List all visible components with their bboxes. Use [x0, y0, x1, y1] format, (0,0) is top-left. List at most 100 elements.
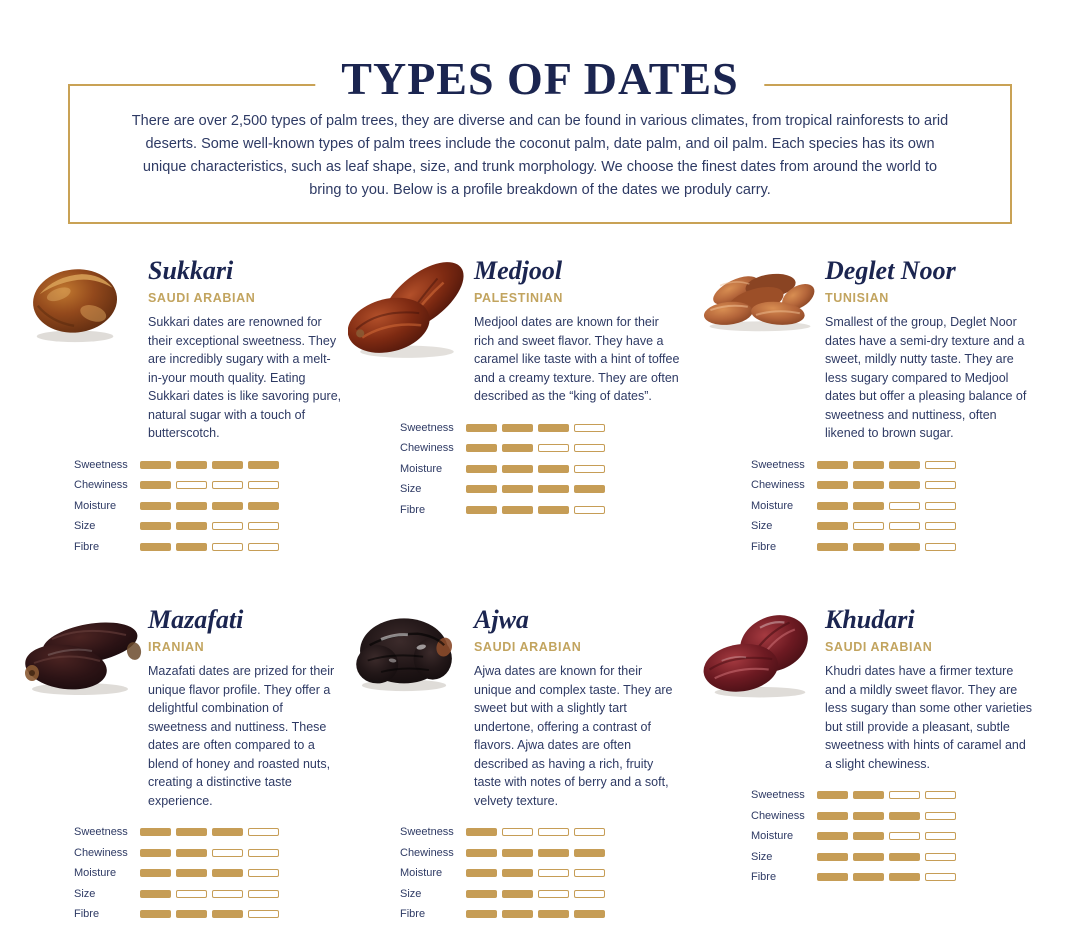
rating-segment-empty — [248, 869, 279, 877]
rating-label: Moisture — [74, 499, 117, 512]
rating-segment-empty — [925, 542, 956, 551]
date-name: Sukkari — [148, 256, 234, 285]
date-card-text: Khudari SAUDI ARABIAN Khudri dates have … — [821, 597, 1033, 773]
rating-segment-filled — [502, 848, 533, 857]
rating-segment-empty — [574, 464, 605, 473]
rating-segment-empty — [538, 889, 569, 898]
rating-row: Fibre — [74, 908, 342, 920]
rating-segment-filled — [817, 852, 848, 861]
intro-paragraph: There are over 2,500 types of palm trees… — [131, 113, 949, 198]
rating-segment-filled — [538, 848, 569, 857]
rating-segment-filled — [817, 811, 848, 820]
rating-bar-group — [817, 522, 956, 530]
rating-segment-filled — [466, 828, 497, 836]
rating-segment-empty — [248, 828, 279, 836]
date-description: Ajwa dates are known for their unique an… — [474, 664, 673, 808]
date-origin: SAUDI ARABIAN — [825, 640, 933, 654]
rating-bar-group — [140, 889, 279, 898]
rating-bar-group — [817, 832, 956, 840]
rating-segment-filled — [889, 481, 920, 489]
rating-segment-filled — [538, 464, 569, 473]
date-photo — [22, 597, 144, 697]
rating-segment-filled — [176, 542, 207, 551]
rating-segment-filled — [817, 873, 848, 881]
rating-segment-filled — [212, 910, 243, 918]
rating-label: Size — [400, 887, 422, 900]
rating-segment-empty — [248, 522, 279, 530]
date-photo — [348, 597, 470, 693]
rating-segment-empty — [248, 542, 279, 551]
rating-segment-empty — [212, 889, 243, 898]
rating-segment-empty — [212, 848, 243, 857]
rating-row: Sweetness — [400, 826, 693, 838]
date-name: Mazafati — [148, 605, 244, 634]
sukkari-date-image — [33, 269, 118, 343]
rating-bar-group — [817, 501, 956, 510]
rating-bar-group — [140, 910, 279, 918]
rating-label: Fibre — [751, 871, 777, 883]
rating-segment-filled — [502, 505, 533, 514]
rating-label: Size — [74, 887, 96, 900]
rating-segment-filled — [502, 910, 533, 918]
rating-segment-empty — [538, 444, 569, 452]
rating-segment-filled — [817, 542, 848, 551]
rating-row: Chewiness — [400, 847, 693, 859]
rating-segment-filled — [140, 542, 171, 551]
rating-row: Fibre — [74, 541, 342, 553]
rating-segment-filled — [538, 485, 569, 493]
rating-label: Sweetness — [751, 789, 805, 801]
rating-segment-filled — [140, 910, 171, 918]
rating-segment-filled — [248, 460, 279, 469]
rating-bar-group — [140, 481, 279, 489]
rating-segment-filled — [817, 522, 848, 530]
rating-segment-empty — [574, 869, 605, 877]
rating-segment-filled — [176, 460, 207, 469]
rating-segment-empty — [889, 832, 920, 840]
rating-segment-empty — [248, 848, 279, 857]
rating-bar-group — [466, 444, 605, 452]
rating-row: Sweetness — [74, 826, 342, 838]
rating-segment-empty — [889, 522, 920, 530]
rating-label: Moisture — [400, 462, 443, 475]
rating-segment-filled — [853, 501, 884, 510]
rating-segment-filled — [140, 501, 171, 510]
rating-segment-filled — [140, 869, 171, 877]
rating-bar-group — [817, 460, 956, 469]
rating-row: Size — [400, 483, 693, 495]
date-photo — [22, 248, 144, 344]
date-name: Ajwa — [474, 605, 529, 634]
date-card-khudari: Khudari SAUDI ARABIAN Khudri dates have … — [699, 597, 1054, 929]
rating-segment-filled — [502, 869, 533, 877]
rating-segment-filled — [853, 811, 884, 820]
rating-segment-filled — [853, 873, 884, 881]
rating-segment-filled — [853, 542, 884, 551]
rating-bar-group — [140, 848, 279, 857]
rating-segment-empty — [502, 828, 533, 836]
date-description: Mazafati dates are prized for their uniq… — [148, 664, 335, 808]
rating-segment-filled — [212, 869, 243, 877]
rating-segment-filled — [889, 460, 920, 469]
rating-label: Sweetness — [400, 826, 454, 838]
rating-segment-empty — [925, 481, 956, 489]
ratings-table: Sweetness Chewiness Moisture Size Fibre — [22, 459, 342, 553]
rating-segment-empty — [925, 832, 956, 840]
date-photo — [699, 248, 821, 334]
rating-label: Size — [751, 850, 773, 863]
rating-bar-group — [140, 460, 279, 469]
rating-row: Fibre — [400, 504, 693, 516]
rating-segment-filled — [466, 848, 497, 857]
date-name: Deglet Noor — [825, 256, 956, 285]
rating-bar-group — [817, 811, 956, 820]
rating-bar-group — [817, 852, 956, 861]
rating-segment-filled — [817, 791, 848, 799]
rating-segment-empty — [574, 505, 605, 514]
rating-row: Size — [751, 520, 1054, 532]
date-origin: TUNISIAN — [825, 291, 889, 305]
rating-segment-empty — [925, 873, 956, 881]
medjool-dates-image — [348, 262, 464, 358]
rating-segment-filled — [176, 522, 207, 530]
rating-bar-group — [466, 464, 605, 473]
ratings-table: Sweetness Chewiness Moisture Size Fibre — [22, 826, 342, 920]
rating-bar-group — [466, 505, 605, 514]
rating-segment-filled — [889, 811, 920, 820]
